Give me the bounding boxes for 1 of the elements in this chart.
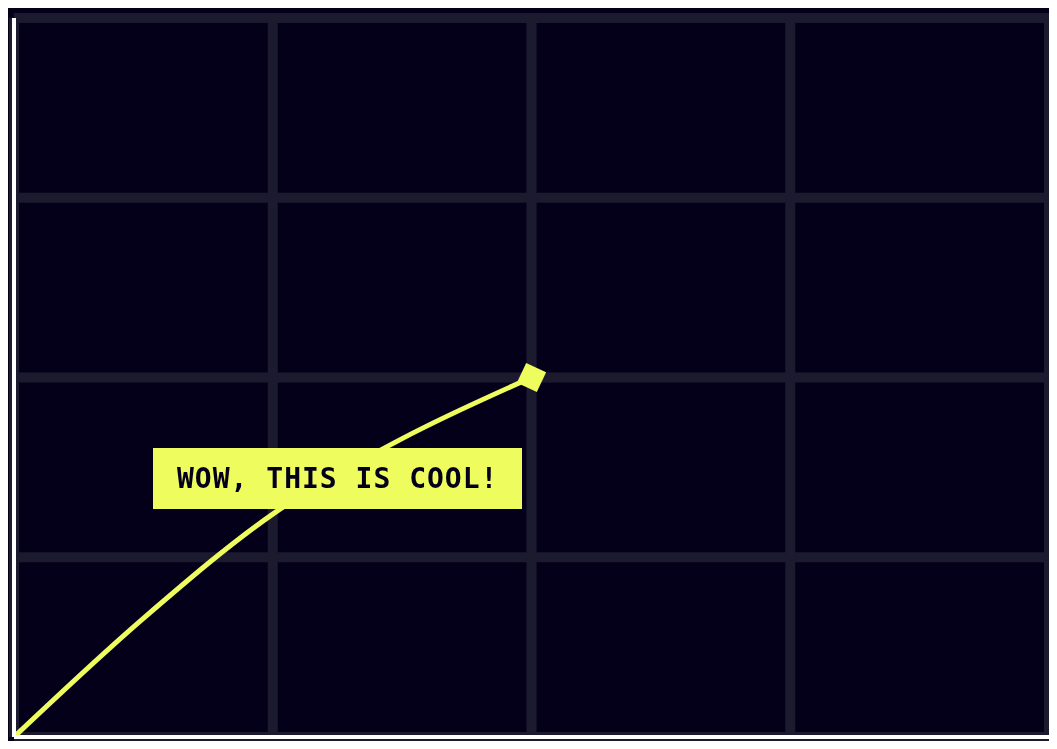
annotation: WOW, THIS IS COOL! <box>153 448 523 509</box>
